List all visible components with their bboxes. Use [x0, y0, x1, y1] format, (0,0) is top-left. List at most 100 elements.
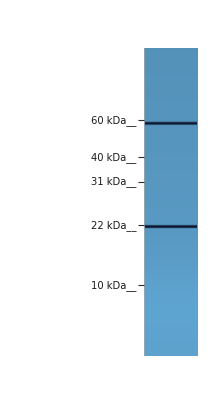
Bar	[144, 162, 198, 163]
Bar	[144, 355, 198, 356]
Bar	[144, 304, 198, 306]
Bar	[144, 109, 198, 111]
Bar	[144, 143, 198, 144]
Bar	[144, 76, 198, 78]
Bar	[144, 200, 198, 201]
Bar	[144, 325, 198, 326]
Bar	[144, 102, 198, 104]
Bar	[144, 130, 198, 131]
Bar	[144, 219, 198, 220]
Bar	[144, 249, 198, 250]
Bar	[144, 116, 198, 117]
Bar	[144, 291, 198, 292]
Bar	[144, 100, 198, 101]
Bar	[144, 234, 198, 236]
Bar	[144, 308, 198, 310]
Bar	[144, 59, 198, 60]
Bar	[144, 253, 198, 254]
Bar	[144, 236, 198, 238]
Bar	[144, 73, 198, 75]
Bar	[144, 272, 198, 273]
Bar	[144, 78, 198, 79]
Bar	[144, 126, 198, 127]
Bar	[144, 203, 198, 204]
Bar	[144, 122, 198, 123]
Bar	[144, 342, 198, 344]
Bar	[144, 226, 198, 228]
Bar	[144, 230, 198, 231]
Bar	[144, 171, 198, 172]
Text: 60 kDa__: 60 kDa__	[91, 115, 137, 126]
Bar	[144, 163, 198, 164]
Bar	[144, 194, 198, 196]
Bar	[144, 49, 198, 50]
Bar	[144, 131, 198, 132]
Bar	[144, 284, 198, 285]
Bar	[144, 104, 198, 106]
Bar	[144, 85, 198, 86]
Bar	[144, 290, 198, 291]
Bar	[144, 187, 198, 189]
Bar	[144, 135, 198, 136]
Bar	[144, 257, 198, 258]
Bar	[144, 299, 198, 300]
Bar	[144, 288, 198, 289]
Bar	[144, 189, 198, 191]
Bar	[144, 250, 198, 251]
Bar	[144, 144, 198, 146]
Bar	[144, 244, 198, 245]
Bar	[144, 201, 198, 202]
Bar	[144, 234, 198, 235]
Bar	[144, 57, 198, 58]
Bar	[144, 93, 198, 94]
Bar	[144, 80, 198, 82]
Bar	[144, 175, 198, 176]
Bar	[144, 254, 198, 255]
Bar	[144, 263, 198, 265]
Bar	[144, 348, 198, 350]
Text: 10 kDa__: 10 kDa__	[91, 280, 137, 291]
Bar	[144, 142, 198, 144]
Bar	[144, 89, 198, 90]
Bar	[144, 76, 198, 77]
Bar	[144, 317, 198, 318]
Bar	[144, 116, 198, 118]
Bar	[144, 111, 198, 113]
Bar	[144, 192, 198, 194]
Bar	[144, 276, 198, 277]
Bar	[144, 72, 198, 74]
Bar	[144, 95, 198, 96]
Bar	[144, 170, 198, 171]
Bar	[144, 236, 198, 237]
Bar	[144, 289, 198, 290]
Bar	[144, 54, 198, 55]
Bar	[144, 183, 198, 184]
Bar	[144, 133, 198, 134]
Bar	[144, 344, 198, 346]
Bar	[144, 306, 198, 308]
Text: 22 kDa__: 22 kDa__	[91, 220, 137, 230]
Bar	[144, 243, 198, 244]
Bar	[144, 196, 198, 198]
Text: 40 kDa__: 40 kDa__	[91, 152, 137, 163]
Bar	[144, 51, 198, 52]
Bar	[144, 222, 198, 224]
Bar	[144, 310, 198, 311]
Bar	[144, 214, 198, 215]
Bar	[144, 327, 198, 328]
Bar	[144, 86, 198, 87]
Bar	[144, 186, 198, 188]
Bar	[144, 96, 198, 97]
Bar	[144, 53, 198, 54]
Bar	[144, 202, 198, 203]
Bar	[144, 152, 198, 154]
Bar	[144, 168, 198, 169]
Bar	[144, 52, 198, 53]
Bar	[144, 123, 198, 124]
Bar	[144, 215, 198, 216]
Bar	[144, 316, 198, 317]
Bar	[144, 296, 198, 298]
Bar	[144, 353, 198, 354]
Bar	[144, 71, 198, 73]
Bar	[144, 98, 198, 99]
